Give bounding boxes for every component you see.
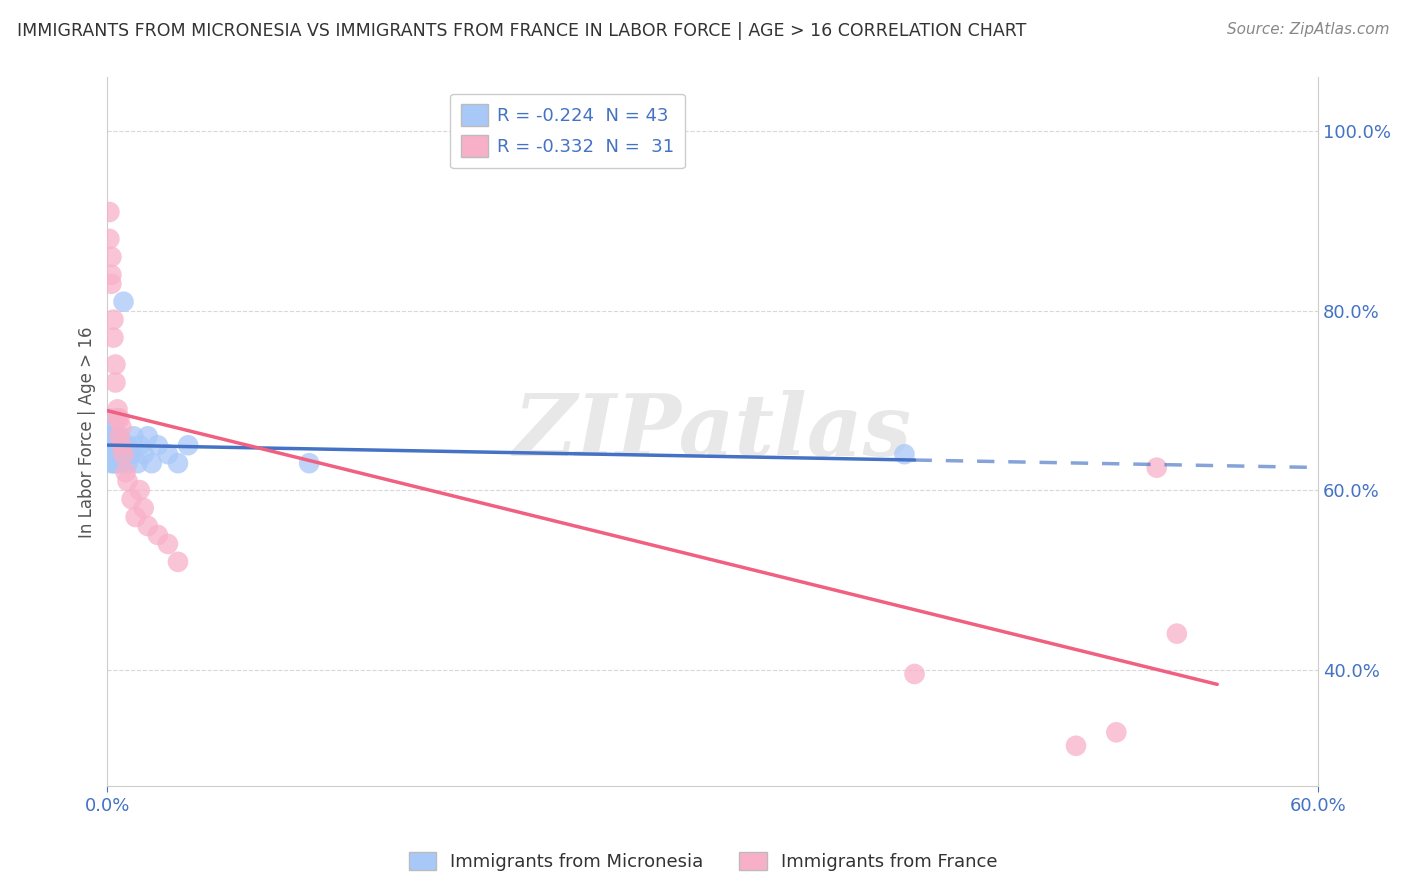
Point	[107, 402, 129, 417]
Point	[1064, 739, 1087, 753]
Point	[108, 429, 131, 443]
Point	[108, 447, 131, 461]
Point	[108, 438, 131, 452]
Text: Source: ZipAtlas.com: Source: ZipAtlas.com	[1226, 22, 1389, 37]
Point	[146, 528, 169, 542]
Point	[100, 447, 122, 461]
Point	[100, 250, 122, 264]
Y-axis label: In Labor Force | Age > 16: In Labor Force | Age > 16	[79, 326, 96, 538]
Point	[122, 429, 145, 443]
Point	[100, 268, 122, 282]
Point	[107, 438, 129, 452]
Point	[103, 438, 125, 452]
Point	[104, 429, 127, 443]
Point	[103, 456, 125, 470]
Point	[98, 429, 121, 443]
Point	[103, 330, 125, 344]
Point	[107, 447, 129, 461]
Point	[100, 420, 122, 434]
Point	[167, 555, 190, 569]
Point	[98, 438, 121, 452]
Point	[128, 483, 150, 497]
Point	[98, 411, 121, 425]
Point	[1166, 626, 1188, 640]
Legend: Immigrants from Micronesia, Immigrants from France: Immigrants from Micronesia, Immigrants f…	[401, 845, 1005, 879]
Point	[1105, 725, 1128, 739]
Legend: R = -0.224  N = 43, R = -0.332  N =  31: R = -0.224 N = 43, R = -0.332 N = 31	[450, 94, 685, 169]
Point	[98, 205, 121, 219]
Text: IMMIGRANTS FROM MICRONESIA VS IMMIGRANTS FROM FRANCE IN LABOR FORCE | AGE > 16 C: IMMIGRANTS FROM MICRONESIA VS IMMIGRANTS…	[17, 22, 1026, 40]
Point	[124, 510, 146, 524]
Point	[104, 358, 127, 372]
Point	[177, 438, 200, 452]
Point	[104, 447, 127, 461]
Point	[1146, 460, 1168, 475]
Point	[136, 519, 159, 533]
Point	[112, 438, 135, 452]
Point	[903, 667, 925, 681]
Point	[127, 456, 149, 470]
Text: ZIPatlas: ZIPatlas	[513, 390, 912, 474]
Point	[100, 277, 122, 291]
Point	[100, 438, 122, 452]
Point	[103, 429, 125, 443]
Point	[110, 438, 132, 452]
Point	[103, 312, 125, 326]
Point	[121, 491, 143, 506]
Point	[107, 411, 129, 425]
Point	[117, 474, 139, 488]
Point	[156, 447, 179, 461]
Point	[104, 376, 127, 390]
Point	[141, 456, 163, 470]
Point	[156, 537, 179, 551]
Point	[117, 456, 139, 470]
Point	[298, 456, 321, 470]
Point	[108, 411, 131, 425]
Point	[98, 447, 121, 461]
Point	[121, 447, 143, 461]
Point	[110, 438, 132, 452]
Point	[100, 456, 122, 470]
Point	[104, 438, 127, 452]
Point	[108, 429, 131, 443]
Point	[114, 447, 136, 461]
Point	[893, 447, 915, 461]
Point	[104, 456, 127, 470]
Point	[110, 456, 132, 470]
Point	[114, 465, 136, 479]
Point	[132, 447, 155, 461]
Point	[112, 447, 135, 461]
Point	[128, 438, 150, 452]
Point	[167, 456, 190, 470]
Point	[146, 438, 169, 452]
Point	[117, 438, 139, 452]
Point	[112, 294, 135, 309]
Point	[107, 456, 129, 470]
Point	[103, 447, 125, 461]
Point	[100, 429, 122, 443]
Point	[110, 420, 132, 434]
Point	[98, 232, 121, 246]
Point	[132, 501, 155, 516]
Point	[136, 429, 159, 443]
